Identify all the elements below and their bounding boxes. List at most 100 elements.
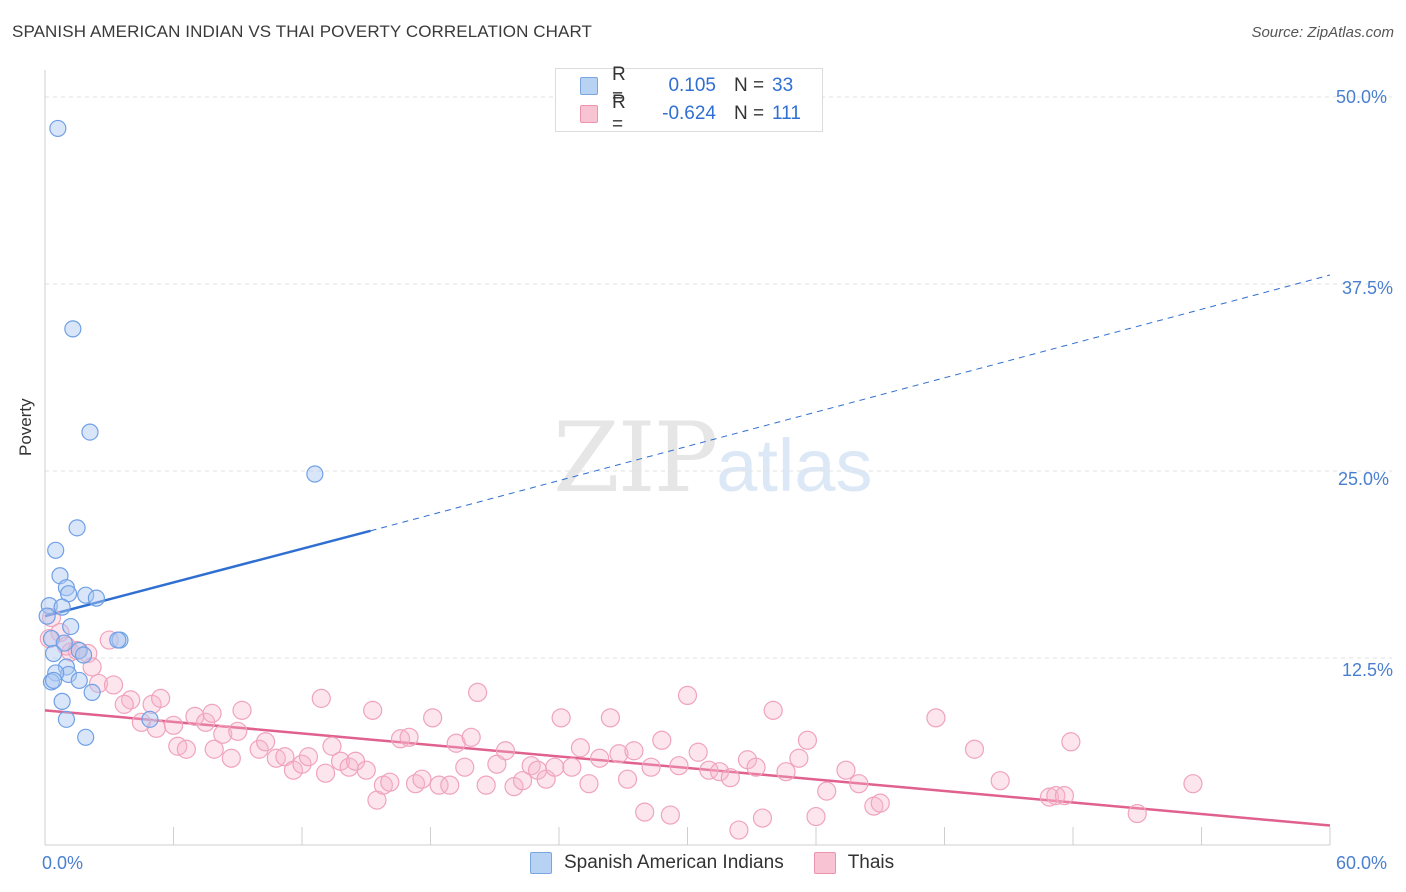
spanish-point-31 xyxy=(44,671,63,690)
thai-point-47 xyxy=(399,727,419,747)
thai-point-99 xyxy=(926,708,946,728)
thai-point-42 xyxy=(363,700,383,720)
thai-point-21 xyxy=(232,700,252,720)
thai-point-52 xyxy=(440,775,460,795)
thai-point-107 xyxy=(1183,774,1203,794)
thai-point-106 xyxy=(1127,803,1147,824)
thai-point-65 xyxy=(545,757,565,777)
thai-point-69 xyxy=(579,774,599,794)
thai-point-84 xyxy=(720,768,740,788)
legend-label: Thais xyxy=(847,852,895,873)
x-axis-max-label: 60.0% xyxy=(1336,853,1388,873)
spanish-point-12 xyxy=(53,598,71,616)
thai-point-61 xyxy=(512,771,533,791)
thai-point-12 xyxy=(114,694,134,714)
thai-point-49 xyxy=(412,769,432,789)
spanish-point-0 xyxy=(49,119,67,138)
thai-point-29 xyxy=(255,732,276,752)
thai-point-85 xyxy=(729,820,749,840)
thai-point-17 xyxy=(163,715,184,735)
spanish-point-26 xyxy=(83,683,101,702)
thai-point-104 xyxy=(1054,786,1075,806)
thai-point-71 xyxy=(600,708,621,728)
legend-label: Spanish American Indians xyxy=(564,852,784,873)
thai-point-68 xyxy=(570,738,591,758)
thai-point-100 xyxy=(964,739,985,759)
thai-point-23 xyxy=(228,721,248,741)
spanish-point-2 xyxy=(81,423,99,441)
thai-point-98 xyxy=(870,793,890,813)
thai-point-41 xyxy=(356,760,376,780)
watermark-atlas: atlas xyxy=(716,424,873,507)
spanish-point-11 xyxy=(40,597,58,615)
stats-row-thai: R = -0.624 N = 111 xyxy=(580,92,801,135)
thai-point-80 xyxy=(677,685,698,706)
n-value: 111 xyxy=(772,103,801,124)
thai-point-20 xyxy=(202,703,222,723)
thai-point-37 xyxy=(322,736,342,756)
thai-point-26 xyxy=(204,739,224,759)
thai-point-56 xyxy=(468,682,488,703)
thai-point-93 xyxy=(806,806,826,827)
thai-point-28 xyxy=(249,739,269,759)
thai-point-92 xyxy=(797,730,818,750)
series-legend: Spanish American Indians Thais xyxy=(530,852,924,874)
y-tick-25: 25.0% xyxy=(1338,469,1390,489)
thai-point-25 xyxy=(176,739,196,759)
thai-swatch xyxy=(813,852,836,874)
r-label: R = xyxy=(612,92,626,135)
thai-point-72 xyxy=(609,744,629,764)
thai-point-58 xyxy=(487,754,507,774)
spanish-point-29 xyxy=(141,710,159,728)
thai-point-95 xyxy=(836,760,856,780)
x-axis-min-label: 0.0% xyxy=(42,853,84,873)
chart-title: SPANISH AMERICAN INDIAN VS THAI POVERTY … xyxy=(12,22,593,41)
thai-point-50 xyxy=(423,708,443,728)
thai-point-10 xyxy=(103,675,124,695)
y-tick-50: 50.0% xyxy=(1336,87,1388,107)
spanish-point-19 xyxy=(74,646,93,664)
thai-point-57 xyxy=(476,775,496,795)
thai-points xyxy=(39,608,1203,840)
spanish-swatch xyxy=(530,852,552,874)
thai-point-31 xyxy=(275,747,295,767)
thai-point-76 xyxy=(641,757,661,777)
spanish-trend-line xyxy=(44,529,371,618)
stats-row-spanish: R = 0.105 N = 33 xyxy=(580,64,793,107)
spanish-point-28 xyxy=(57,710,76,728)
spanish-point-17 xyxy=(55,634,73,652)
thai-point-22 xyxy=(213,724,233,744)
spanish-point-25 xyxy=(70,671,88,690)
source-label: Source: ZipAtlas.com xyxy=(1251,24,1394,41)
spanish-point-14 xyxy=(62,617,80,636)
thai-point-34 xyxy=(298,747,319,767)
thai-swatch xyxy=(580,105,598,123)
thai-point-75 xyxy=(635,802,655,822)
legend-item-thai[interactable]: Thais xyxy=(813,852,895,874)
thai-point-94 xyxy=(817,781,837,801)
thai-point-55 xyxy=(461,727,481,747)
spanish-point-30 xyxy=(77,728,95,746)
thai-point-70 xyxy=(590,748,610,768)
thai-point-88 xyxy=(752,808,773,828)
thai-point-35 xyxy=(311,688,331,708)
legend-item-spanish[interactable]: Spanish American Indians xyxy=(530,852,784,874)
thai-point-90 xyxy=(776,762,796,782)
axes xyxy=(44,70,1331,846)
spanish-point-27 xyxy=(53,692,71,710)
thai-point-9 xyxy=(88,673,109,694)
spanish-point-22 xyxy=(59,665,78,684)
thai-point-74 xyxy=(624,741,644,761)
thai-point-105 xyxy=(1061,732,1081,752)
r-label: R = xyxy=(612,64,626,107)
spanish-point-15 xyxy=(42,629,61,648)
thai-point-73 xyxy=(617,769,638,789)
r-value: -0.624 xyxy=(662,103,716,124)
thai-point-59 xyxy=(495,741,516,761)
spanish-point-10 xyxy=(87,589,106,607)
spanish-point-32 xyxy=(109,631,127,649)
spanish-point-1 xyxy=(64,320,82,338)
thai-point-51 xyxy=(429,775,449,795)
thai-point-77 xyxy=(652,730,672,750)
thai-point-89 xyxy=(763,700,783,720)
